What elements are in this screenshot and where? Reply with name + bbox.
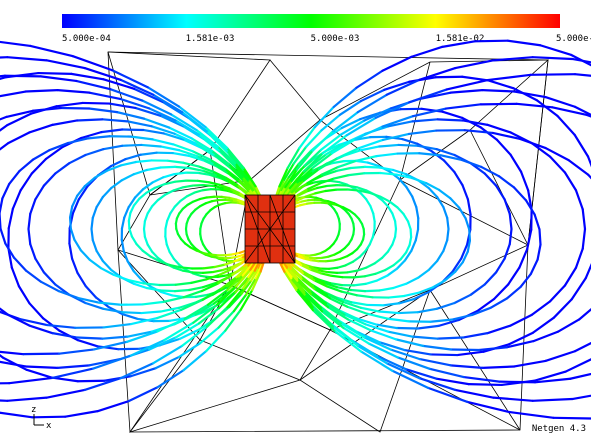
background <box>0 0 591 441</box>
streamline-segment <box>482 90 514 91</box>
viewport: 5.000e-04 1.581e-03 5.000e-03 1.581e-02 … <box>0 0 591 441</box>
streamline-segment <box>83 103 110 104</box>
colorbar-label: 1.581e-02 <box>436 34 485 44</box>
streamline-segment <box>307 203 314 204</box>
streamline-segment <box>351 167 365 168</box>
streamline-segment <box>207 197 214 198</box>
streamline-segment <box>327 272 337 273</box>
streamline-segment <box>141 312 160 314</box>
streamline-segment <box>70 217 71 228</box>
colorbar-label: 1.581e-03 <box>186 34 235 44</box>
streamline-segment <box>129 221 130 229</box>
streamline-segment <box>122 145 141 146</box>
colorbar-label: 5.000e-04 <box>62 34 111 44</box>
axis-label: x <box>46 421 52 431</box>
streamline-segment <box>379 145 398 147</box>
streamline-segment <box>329 203 336 205</box>
streamline-segment <box>354 276 365 277</box>
streamline-segment <box>222 197 229 198</box>
streamline-segment <box>539 229 540 244</box>
streamline-segment <box>451 350 479 351</box>
streamline-segment <box>311 260 318 261</box>
streamline-segment <box>410 237 412 245</box>
streamline-segment <box>32 417 65 418</box>
version-label: Netgen 4.3 <box>532 424 586 434</box>
colorbar-label: 5.000e-03 <box>311 34 360 44</box>
streamline-segment <box>331 181 339 182</box>
streamline-segment <box>174 173 186 175</box>
streamline-segment <box>144 283 160 285</box>
streamline-segment <box>499 382 535 383</box>
streamline-segment <box>482 366 514 367</box>
streamline-segment <box>322 203 330 204</box>
streamline-segment <box>198 181 209 182</box>
streamline-segment <box>61 108 89 109</box>
streamline-segment <box>122 312 141 313</box>
streamline-segment <box>327 185 337 186</box>
streamline-segment <box>161 167 175 168</box>
streamline-segment <box>411 229 412 237</box>
streamline-segment <box>181 267 192 268</box>
streamline-segment <box>475 41 508 42</box>
streamline-segment <box>203 253 210 255</box>
streamline-segment <box>447 229 448 240</box>
streamline-segment <box>144 221 145 229</box>
streamline-segment <box>373 214 374 222</box>
streamline-segment <box>201 276 209 277</box>
streamline-segment <box>226 254 233 255</box>
streamline-segment <box>203 189 211 190</box>
streamline-segment <box>5 76 41 77</box>
streamline-segment <box>144 229 145 237</box>
streamline-segment <box>379 312 398 314</box>
axis-label: z <box>31 405 36 415</box>
streamline-segment <box>447 218 448 229</box>
streamline-segment <box>348 189 359 190</box>
streamline-segment <box>395 221 396 229</box>
streamline-segment <box>438 338 463 339</box>
streamline-segment <box>175 290 189 291</box>
streamline-segment <box>211 255 219 256</box>
streamline-segment <box>203 272 213 273</box>
streamline-segment <box>141 145 160 147</box>
streamline-segment <box>431 354 458 355</box>
streamline-segment <box>326 190 337 191</box>
streamline-segment <box>380 173 396 175</box>
streamline-segment <box>365 291 379 292</box>
streamline-segment <box>26 366 58 367</box>
streamline-segment <box>469 384 502 385</box>
streamline-segment <box>351 290 365 291</box>
streamline-segment <box>203 185 213 186</box>
cylinder-mesh <box>245 195 295 263</box>
streamline-segment <box>92 218 93 229</box>
streamline-segment <box>399 145 418 146</box>
streamline-segment <box>38 73 71 74</box>
streamline-segment <box>438 119 463 120</box>
streamline-segment <box>77 119 102 120</box>
streamline-segment <box>469 229 470 240</box>
streamline-segment <box>365 167 379 168</box>
colorbar-label: 5.000e- <box>556 34 591 44</box>
streamline-segment <box>175 181 186 182</box>
streamline-segment <box>26 90 58 91</box>
streamline-segment <box>399 312 418 313</box>
colorbar <box>62 14 560 28</box>
streamline-segment <box>165 237 166 245</box>
streamline-segment <box>203 267 214 268</box>
conductor <box>245 195 295 263</box>
streamline-segment <box>553 418 591 419</box>
streamline-segment <box>92 229 93 240</box>
streamline-segment <box>0 383 9 384</box>
streamline-segment <box>129 213 131 221</box>
streamline-segment <box>77 338 102 339</box>
streamline-segment <box>326 261 333 262</box>
streamline-segment <box>329 268 337 269</box>
streamline-segment <box>531 74 575 75</box>
streamline-segment <box>175 167 189 168</box>
streamline-segment <box>0 213 1 228</box>
streamline-segment <box>354 284 366 286</box>
streamline-segment <box>331 276 342 277</box>
streamline-segment <box>395 229 396 237</box>
streamline-segment <box>161 291 175 292</box>
